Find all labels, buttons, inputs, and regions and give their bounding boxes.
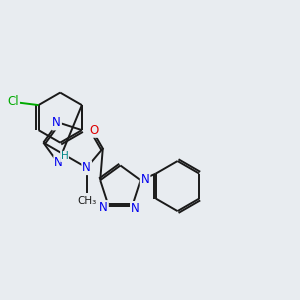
Text: N: N [52,116,61,130]
Text: H: H [61,152,68,161]
Text: Cl: Cl [8,94,19,108]
Text: N: N [54,156,63,169]
Text: CH₃: CH₃ [77,196,96,206]
Text: N: N [99,201,108,214]
Text: N: N [131,202,140,215]
Text: N: N [82,161,91,174]
Text: N: N [141,173,149,186]
Text: O: O [89,124,99,137]
